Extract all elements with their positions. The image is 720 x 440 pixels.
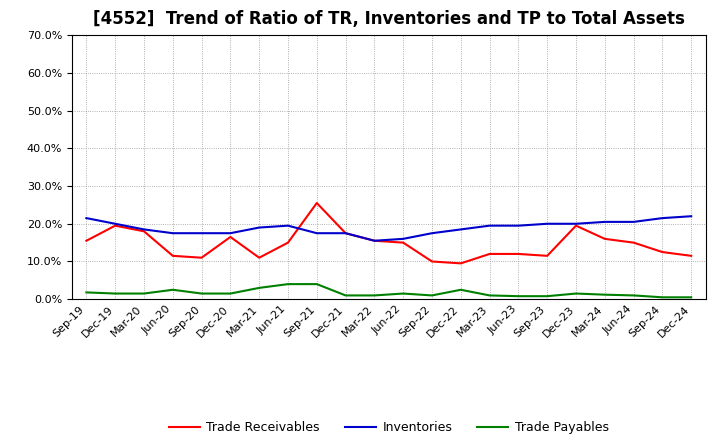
Trade Receivables <box>485 251 494 257</box>
Inventories <box>456 227 465 232</box>
Inventories <box>428 231 436 236</box>
Trade Payables <box>370 293 379 298</box>
Inventories <box>687 213 696 219</box>
Trade Payables <box>456 287 465 293</box>
Trade Receivables <box>687 253 696 258</box>
Inventories <box>399 236 408 242</box>
Trade Receivables <box>312 200 321 205</box>
Trade Payables <box>197 291 206 296</box>
Trade Receivables <box>629 240 638 245</box>
Inventories <box>284 223 292 228</box>
Trade Receivables <box>341 231 350 236</box>
Trade Receivables <box>82 238 91 243</box>
Trade Receivables <box>168 253 177 258</box>
Inventories <box>226 231 235 236</box>
Legend: Trade Receivables, Inventories, Trade Payables: Trade Receivables, Inventories, Trade Pa… <box>164 416 613 439</box>
Inventories <box>370 238 379 243</box>
Line: Trade Payables: Trade Payables <box>86 284 691 297</box>
Inventories <box>312 231 321 236</box>
Trade Payables <box>341 293 350 298</box>
Trade Payables <box>168 287 177 293</box>
Trade Payables <box>658 295 667 300</box>
Inventories <box>629 219 638 224</box>
Trade Payables <box>255 285 264 290</box>
Inventories <box>514 223 523 228</box>
Line: Trade Receivables: Trade Receivables <box>86 203 691 264</box>
Trade Receivables <box>456 261 465 266</box>
Inventories <box>600 219 609 224</box>
Trade Payables <box>687 295 696 300</box>
Trade Receivables <box>399 240 408 245</box>
Trade Receivables <box>370 238 379 243</box>
Trade Payables <box>312 282 321 287</box>
Inventories <box>111 221 120 227</box>
Trade Payables <box>600 292 609 297</box>
Trade Receivables <box>140 229 148 234</box>
Trade Receivables <box>514 251 523 257</box>
Trade Payables <box>140 291 148 296</box>
Trade Payables <box>629 293 638 298</box>
Inventories <box>658 216 667 221</box>
Inventories <box>485 223 494 228</box>
Line: Inventories: Inventories <box>86 216 691 241</box>
Trade Receivables <box>255 255 264 260</box>
Inventories <box>197 231 206 236</box>
Title: [4552]  Trend of Ratio of TR, Inventories and TP to Total Assets: [4552] Trend of Ratio of TR, Inventories… <box>93 10 685 28</box>
Trade Payables <box>226 291 235 296</box>
Inventories <box>140 227 148 232</box>
Trade Receivables <box>428 259 436 264</box>
Trade Payables <box>399 291 408 296</box>
Trade Receivables <box>600 236 609 242</box>
Inventories <box>543 221 552 227</box>
Trade Payables <box>514 293 523 299</box>
Trade Receivables <box>226 235 235 240</box>
Inventories <box>168 231 177 236</box>
Trade Receivables <box>658 249 667 255</box>
Inventories <box>572 221 580 227</box>
Trade Payables <box>284 282 292 287</box>
Trade Payables <box>428 293 436 298</box>
Trade Payables <box>572 291 580 296</box>
Trade Payables <box>485 293 494 298</box>
Trade Receivables <box>572 223 580 228</box>
Trade Receivables <box>111 223 120 228</box>
Trade Payables <box>543 293 552 299</box>
Trade Receivables <box>284 240 292 245</box>
Inventories <box>82 216 91 221</box>
Inventories <box>341 231 350 236</box>
Trade Payables <box>82 290 91 295</box>
Inventories <box>255 225 264 230</box>
Trade Payables <box>111 291 120 296</box>
Trade Receivables <box>543 253 552 258</box>
Trade Receivables <box>197 255 206 260</box>
